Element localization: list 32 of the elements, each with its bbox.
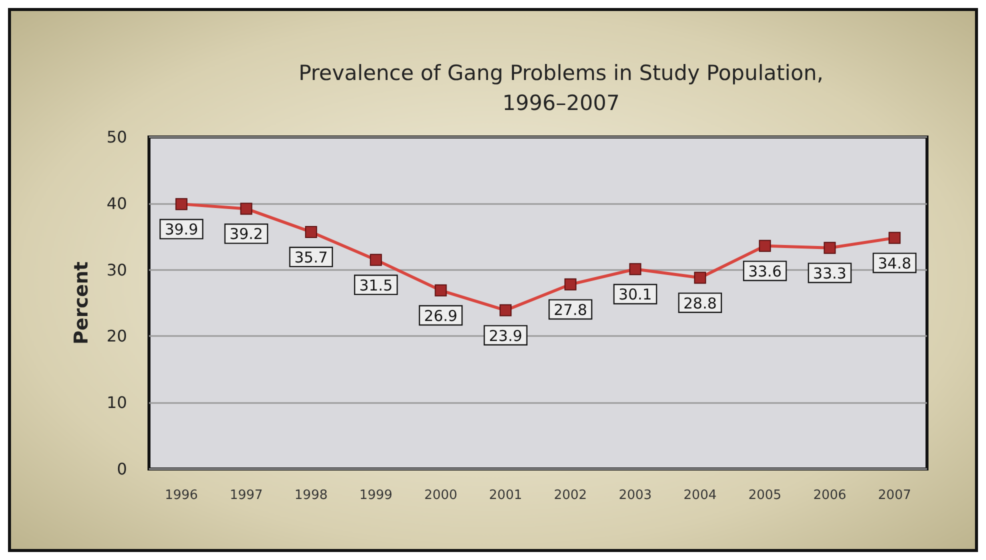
data-label: 30.1: [618, 286, 652, 304]
x-tick-label: 2007: [878, 488, 912, 503]
data-label: 28.8: [683, 294, 717, 312]
x-tick-label: 2004: [684, 488, 717, 503]
y-tick-label: 50: [106, 128, 127, 146]
x-tick-label: 2000: [424, 488, 458, 503]
y-tick-label: 30: [106, 260, 127, 280]
x-tick-label: 2002: [554, 488, 587, 503]
x-tick-label: 1999: [359, 488, 392, 503]
data-label: 31.5: [359, 276, 393, 294]
chart-title: Prevalence of Gang Problems in Study Population, 1996–2007: [298, 61, 824, 115]
y-tick-label: 40: [106, 194, 127, 213]
x-tick-label: 1998: [294, 488, 328, 503]
data-label: 35.7: [294, 248, 328, 266]
data-label: 39.2: [230, 225, 263, 244]
y-axis-title: Percent: [70, 262, 92, 344]
x-tick-label: 2006: [813, 488, 846, 503]
y-tick-label: 0: [116, 460, 127, 478]
y-tick-label: 20: [106, 326, 127, 346]
data-label: 34.8: [878, 254, 912, 272]
y-tick-label: 10: [106, 393, 127, 412]
data-label: 27.8: [554, 300, 588, 319]
data-label: 39.9: [164, 220, 198, 239]
x-tick-label: 2001: [489, 488, 522, 503]
data-label: 33.6: [748, 262, 782, 280]
data-label: 33.3: [813, 264, 846, 282]
x-tick-label: 1996: [164, 488, 198, 503]
x-tick-label: 1997: [230, 488, 263, 503]
x-tick-label: 2003: [618, 488, 652, 503]
x-tick-label: 2005: [748, 488, 782, 503]
data-label: 26.9: [424, 306, 458, 325]
data-label: 23.9: [488, 326, 522, 345]
